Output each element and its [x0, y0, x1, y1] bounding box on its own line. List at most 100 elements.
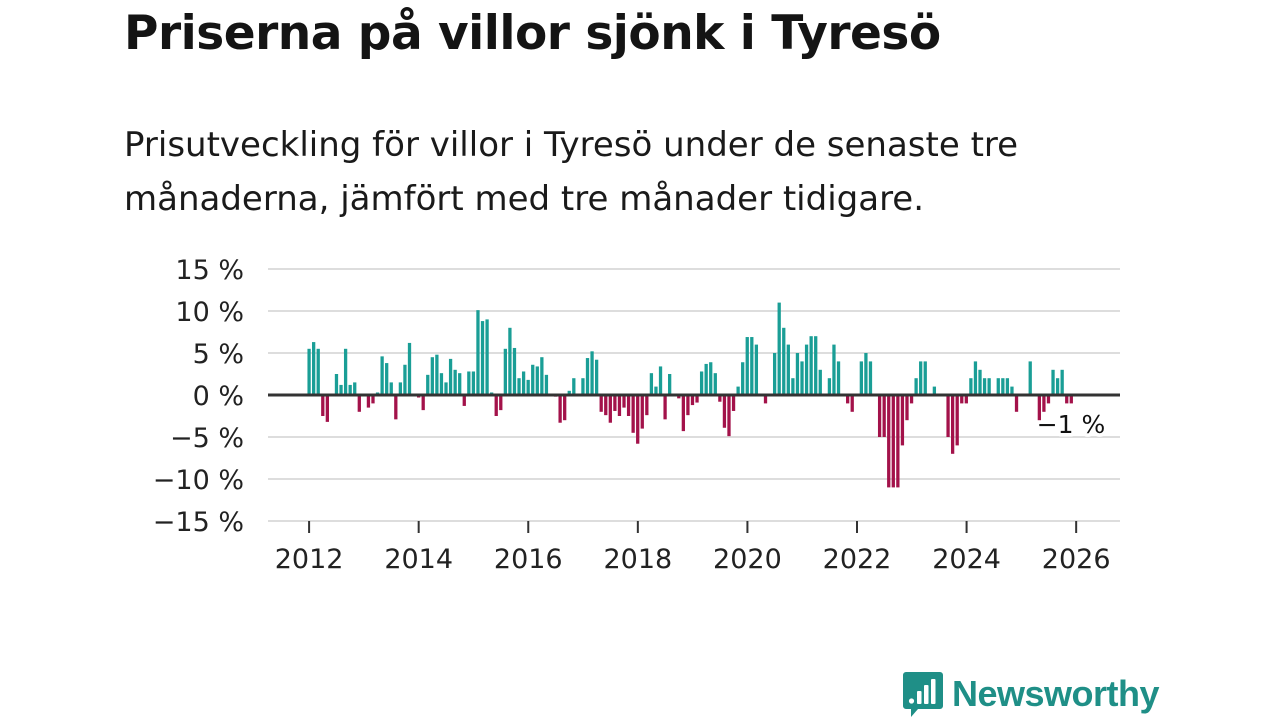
bar	[567, 390, 571, 395]
bar	[604, 395, 608, 416]
bar	[864, 353, 868, 395]
bar	[782, 327, 786, 395]
bar	[458, 373, 462, 395]
bar	[476, 310, 480, 395]
bar	[421, 395, 425, 411]
bar	[713, 373, 717, 395]
bar	[357, 395, 361, 412]
last-value-label: −1 %	[1037, 410, 1106, 439]
bar	[581, 378, 585, 395]
bar	[818, 369, 822, 395]
bar	[444, 382, 448, 395]
x-tick-label: 2014	[384, 544, 453, 575]
bar	[380, 356, 384, 395]
bar	[649, 373, 654, 395]
bar	[521, 371, 526, 395]
bar	[321, 395, 325, 416]
bar	[348, 384, 352, 395]
bar	[480, 321, 485, 395]
bar	[896, 395, 900, 488]
bar	[312, 342, 316, 395]
bar	[887, 395, 891, 488]
bar	[718, 395, 722, 402]
bar	[791, 378, 795, 395]
bar	[1010, 386, 1014, 395]
bar	[430, 357, 434, 395]
newsworthy-logo: Newsworthy	[902, 670, 1160, 718]
bar	[950, 395, 955, 454]
bar	[499, 395, 503, 411]
bar	[973, 361, 978, 395]
bar	[745, 337, 749, 395]
bar	[540, 357, 544, 395]
bar	[832, 344, 836, 395]
bar	[800, 361, 804, 395]
bar	[677, 395, 681, 399]
bar	[891, 395, 895, 488]
bar	[923, 361, 927, 395]
bar	[585, 358, 590, 395]
bar	[613, 395, 617, 411]
y-tick-label: −15 %	[153, 507, 244, 538]
bar	[905, 395, 909, 421]
bar	[307, 348, 311, 395]
bar	[795, 353, 800, 395]
bar	[763, 395, 768, 404]
bar	[622, 395, 626, 408]
bar	[814, 336, 818, 395]
bar	[599, 395, 603, 412]
x-tick-label: 2016	[494, 544, 563, 575]
y-tick-label: 10 %	[175, 297, 244, 328]
bar	[626, 395, 631, 416]
bar	[754, 344, 759, 395]
bar	[385, 363, 389, 395]
newsworthy-logo-text: Newsworthy	[952, 673, 1160, 714]
x-tick-label: 2012	[275, 544, 344, 575]
bar	[508, 327, 512, 395]
bar	[859, 361, 863, 395]
bar	[1051, 369, 1055, 395]
bar	[617, 395, 622, 416]
y-tick-label: 15 %	[175, 255, 244, 286]
bar	[1055, 378, 1060, 395]
bar	[403, 364, 407, 395]
x-tick-label: 2026	[1042, 544, 1111, 575]
bar	[316, 348, 320, 395]
x-tick-label: 2018	[603, 544, 672, 575]
bar	[964, 395, 968, 404]
bar	[494, 395, 498, 416]
bar	[695, 395, 699, 403]
bar	[608, 395, 612, 423]
bar	[590, 351, 594, 395]
bar	[919, 361, 923, 395]
bar	[325, 395, 329, 422]
bar	[526, 379, 530, 395]
bar	[531, 364, 535, 395]
bar	[850, 395, 854, 412]
bar	[572, 378, 576, 395]
bar	[663, 395, 667, 420]
bar	[1046, 395, 1051, 404]
bar	[1037, 395, 1041, 421]
bar	[1014, 395, 1019, 412]
bar	[736, 386, 740, 395]
x-tick-label: 2024	[932, 544, 1001, 575]
bar	[978, 369, 982, 395]
bar	[512, 347, 517, 395]
y-tick-label: −5 %	[170, 423, 244, 454]
bar	[563, 395, 567, 421]
bar	[371, 395, 375, 404]
bar	[877, 395, 882, 437]
last-value-label-halo: −1 %	[1037, 410, 1106, 439]
y-tick-label: 0 %	[193, 381, 244, 412]
bar	[544, 374, 549, 395]
y-tick-label: 5 %	[193, 339, 244, 370]
bar	[996, 378, 1000, 395]
bar	[668, 374, 672, 395]
bar	[699, 371, 704, 395]
bar	[704, 363, 708, 395]
bar	[868, 361, 873, 395]
bar	[517, 378, 521, 395]
bar	[453, 369, 457, 395]
bar	[1028, 361, 1032, 395]
